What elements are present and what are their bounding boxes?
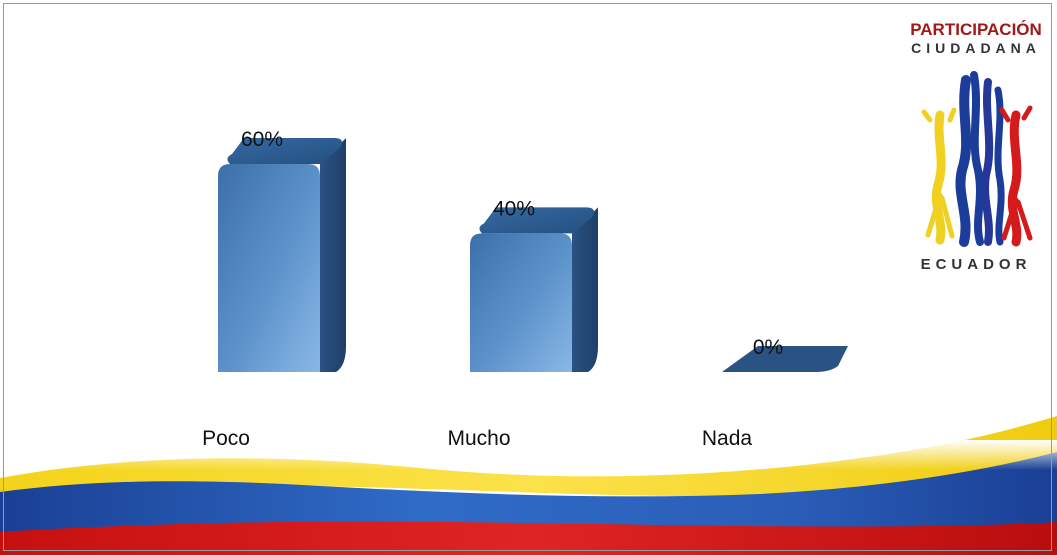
logo-line2: CIUDADANA [911, 40, 1041, 56]
flag-red-wave [0, 521, 1057, 555]
flag-blue-wave [0, 452, 1057, 538]
bar-mucho [470, 207, 598, 372]
category-label: Poco [202, 427, 250, 450]
bar-side [572, 207, 598, 372]
bar-poco [218, 138, 346, 372]
category-label: Nada [702, 427, 753, 450]
bar-nada [722, 346, 848, 372]
bar-top [227, 138, 342, 164]
category-label: Mucho [447, 427, 510, 450]
bars-group [218, 138, 848, 372]
participacion-ciudadana-logo: PARTICIPACIÓN CIUDADANA ECUADOR [900, 20, 1052, 282]
flag-yellow-wave [0, 416, 1057, 500]
bar-side [320, 138, 346, 372]
logo-line1: PARTICIPACIÓN [910, 20, 1042, 39]
logo-line3: ECUADOR [920, 256, 1032, 273]
logo-header: PARTICIPACIÓN CIUDADANA [900, 20, 1052, 56]
value-label: 0% [753, 336, 783, 359]
bar-front [218, 164, 320, 372]
flag-waves [0, 416, 1057, 555]
bar-flat [722, 346, 848, 372]
value-label: 60% [241, 128, 283, 151]
value-labels-group: 60% 40% 0% [241, 128, 783, 359]
logo-figures-icon [921, 71, 1033, 247]
bar-top [479, 207, 594, 234]
bar-front [470, 233, 572, 372]
value-label: 40% [493, 197, 535, 220]
category-labels-group: Poco Mucho Nada [202, 427, 752, 450]
